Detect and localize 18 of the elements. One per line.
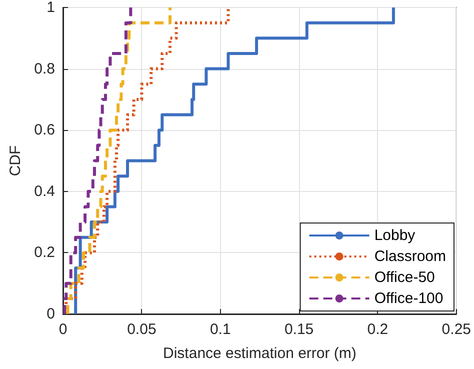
x-axis-title: Distance estimation error (m) [163, 345, 356, 362]
x-tick-label: 0.05 [127, 321, 156, 338]
x-tick-label: 0.15 [284, 321, 314, 338]
legend-label: Office-100 [374, 290, 444, 307]
x-tick-label: 0 [58, 321, 68, 338]
y-tick-label: 0.8 [34, 60, 55, 78]
y-tick-label: 1 [46, 0, 55, 16]
y-tick-label: 0 [46, 306, 55, 322]
legend-label: Lobby [374, 227, 416, 244]
legend-label: Classroom [374, 248, 446, 265]
x-tick-label: 0.1 [210, 321, 231, 338]
y-tick-label: 0.4 [34, 182, 55, 200]
x-tick-label: 0.2 [367, 321, 388, 338]
y-tick-label: 0.2 [34, 244, 55, 262]
legend-label: Office-50 [374, 269, 435, 286]
y-tick-label: 0.6 [34, 122, 55, 139]
x-tick-label: 0.25 [442, 321, 472, 338]
y-axis-title: CDF [7, 145, 24, 176]
